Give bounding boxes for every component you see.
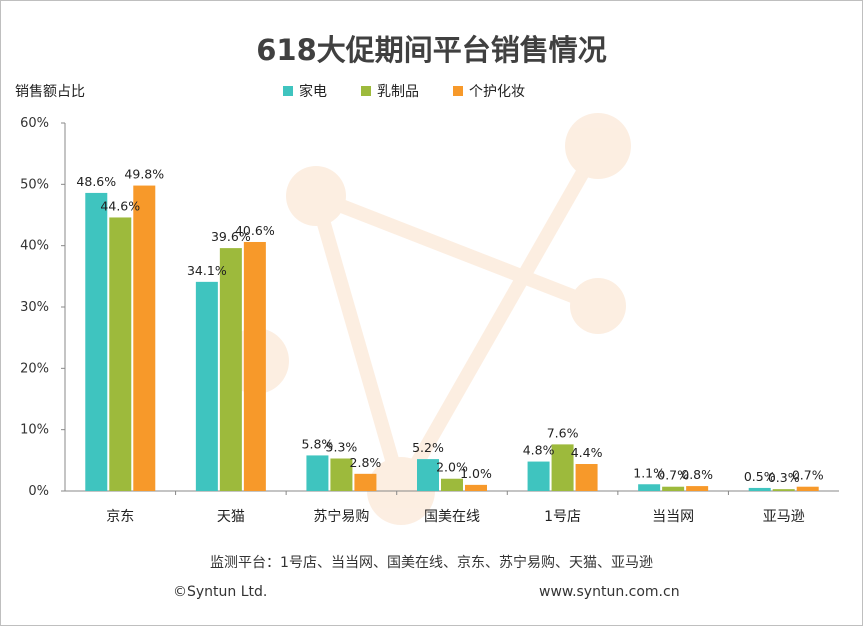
x-category-label: 国美在线 <box>424 509 480 525</box>
data-label: 0.7% <box>792 468 824 483</box>
bar <box>243 241 266 491</box>
legend-label: 个护化妆 <box>469 84 525 100</box>
bar <box>219 248 242 491</box>
data-label: 2.0% <box>436 460 468 475</box>
bar <box>796 486 819 491</box>
bar <box>330 458 353 491</box>
data-label: 1.0% <box>460 466 492 481</box>
data-label: 39.6% <box>211 229 251 244</box>
bar <box>662 486 685 491</box>
bar <box>109 217 132 491</box>
data-label: 40.6% <box>235 223 275 238</box>
bar <box>575 464 598 491</box>
data-label: 34.1% <box>187 263 227 278</box>
legend-item-dairy: 乳制品 <box>361 81 419 101</box>
chart-title: 618大促期间平台销售情况 <box>256 33 607 67</box>
data-label: 0.5% <box>744 469 776 484</box>
x-category-label: 京东 <box>106 509 134 525</box>
data-label: 44.6% <box>100 198 140 213</box>
bar <box>195 281 218 491</box>
copyright-text: ©Syntun Ltd. <box>173 584 268 600</box>
legend-label: 家电 <box>299 84 327 100</box>
y-axis-label: 销售额占比 <box>15 84 85 100</box>
data-label: 5.3% <box>326 439 358 454</box>
data-label: 1.1% <box>633 465 665 480</box>
bar <box>417 459 439 491</box>
bar <box>527 461 550 491</box>
x-category-label: 苏宁易购 <box>313 508 369 525</box>
x-category-label: 亚马逊 <box>763 509 805 525</box>
legend-item-appliances: 家电 <box>283 81 327 101</box>
y-tick-label: 20% <box>20 361 49 376</box>
x-category-label: 当当网 <box>652 509 694 525</box>
data-label: 49.8% <box>124 167 164 182</box>
bar <box>133 185 156 491</box>
data-label: 0.3% <box>768 470 800 485</box>
y-tick-label: 50% <box>20 177 49 192</box>
bar <box>354 473 377 491</box>
legend: 家电 乳制品 个护化妆 <box>283 81 525 101</box>
data-label: 5.2% <box>412 440 444 455</box>
data-label: 5.8% <box>302 436 334 451</box>
bar <box>465 484 487 491</box>
x-category-label: 天猫 <box>217 509 245 525</box>
bar <box>686 486 709 491</box>
monitored-platforms-note: 监测平台：1号店、当当网、国美在线、京东、苏宁易购、天猫、亚马逊 <box>210 555 653 571</box>
y-tick-label: 0% <box>28 484 49 499</box>
legend-swatch <box>453 86 463 96</box>
data-label: 7.6% <box>547 425 579 440</box>
bar <box>441 478 463 491</box>
legend-swatch <box>283 86 293 96</box>
bar <box>772 489 795 491</box>
y-tick-label: 10% <box>20 423 49 438</box>
legend-label: 乳制品 <box>377 84 419 100</box>
y-tick-label: 40% <box>20 239 49 254</box>
x-category-label: 1号店 <box>544 509 581 525</box>
data-label: 2.8% <box>350 455 382 470</box>
data-label: 4.4% <box>571 445 603 460</box>
data-label: 0.7% <box>657 468 689 483</box>
bar <box>85 192 108 492</box>
bar <box>748 487 771 491</box>
bar <box>638 484 661 491</box>
legend-item-cosmetics: 个护化妆 <box>453 81 525 101</box>
data-label: 48.6% <box>76 174 116 189</box>
website-text: www.syntun.com.cn <box>539 584 680 600</box>
legend-swatch <box>361 86 371 96</box>
data-label: 0.8% <box>681 467 713 482</box>
bar <box>551 444 574 491</box>
bar <box>306 455 329 491</box>
data-label: 4.8% <box>523 443 555 458</box>
y-tick-label: 60% <box>20 116 49 131</box>
y-tick-label: 30% <box>20 300 49 315</box>
